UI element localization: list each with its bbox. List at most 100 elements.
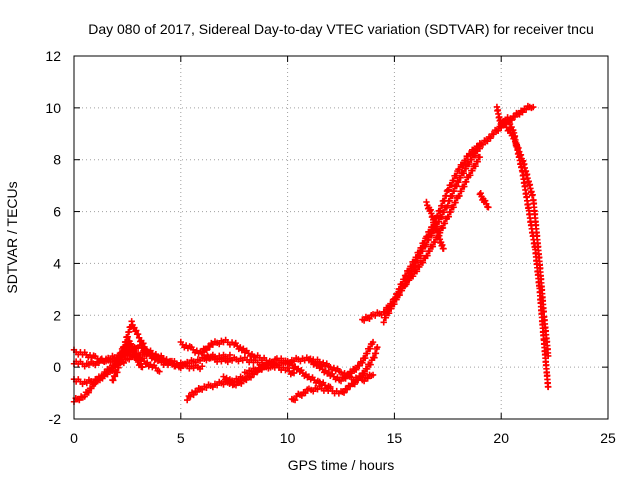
data-point xyxy=(396,291,403,299)
data-point xyxy=(235,376,242,384)
data-point xyxy=(423,198,430,206)
data-point xyxy=(364,350,371,357)
data-point xyxy=(440,245,447,252)
data-point xyxy=(403,281,410,288)
data-point xyxy=(428,232,435,239)
data-point xyxy=(110,377,117,384)
data-point xyxy=(391,300,398,308)
chart-title: Day 080 of 2017, Sidereal Day-to-day VTE… xyxy=(88,21,594,37)
data-point xyxy=(107,356,114,363)
data-point xyxy=(240,345,247,352)
data-point xyxy=(453,182,460,190)
data-point xyxy=(469,167,476,174)
y-tick-label: 2 xyxy=(53,307,61,323)
data-point xyxy=(93,376,101,384)
x-tick-label: 10 xyxy=(280,430,296,446)
data-point xyxy=(348,370,355,377)
data-point xyxy=(378,311,385,319)
x-axis-label: GPS time / hours xyxy=(288,457,395,473)
data-point xyxy=(544,383,552,391)
data-point xyxy=(462,157,469,164)
data-point xyxy=(209,341,217,348)
data-point xyxy=(198,386,206,393)
data-point xyxy=(463,178,470,186)
data-point xyxy=(458,188,465,195)
data-point xyxy=(461,183,468,190)
data-point xyxy=(269,363,276,370)
data-point xyxy=(187,393,194,400)
data-point xyxy=(232,382,240,389)
data-point xyxy=(361,370,368,377)
data-point xyxy=(405,277,413,284)
data-point xyxy=(431,238,439,246)
data-point xyxy=(134,331,142,338)
data-point xyxy=(444,202,451,209)
data-point xyxy=(484,137,491,145)
data-point xyxy=(460,169,468,177)
data-point xyxy=(424,252,431,259)
data-point xyxy=(198,363,206,370)
data-point xyxy=(465,160,473,168)
data-point xyxy=(88,385,95,392)
data-point xyxy=(382,314,390,321)
y-tick-label: 10 xyxy=(45,100,61,116)
data-point xyxy=(220,381,227,388)
data-point xyxy=(216,340,223,348)
data-point xyxy=(487,134,494,142)
data-point xyxy=(325,368,332,376)
data-point xyxy=(125,356,133,363)
data-point xyxy=(366,345,374,352)
data-point xyxy=(238,380,245,387)
data-point xyxy=(265,365,272,372)
data-point xyxy=(519,109,526,116)
data-point xyxy=(450,177,457,184)
data-point xyxy=(360,377,368,385)
data-point xyxy=(241,376,249,383)
data-point xyxy=(310,388,317,395)
data-point xyxy=(462,165,470,172)
x-tick-label: 15 xyxy=(387,430,403,446)
data-point xyxy=(198,349,206,356)
data-point xyxy=(472,162,479,170)
data-point xyxy=(139,363,146,371)
data-point xyxy=(522,106,530,113)
data-point xyxy=(452,199,459,206)
data-point xyxy=(231,378,238,386)
data-point xyxy=(511,134,518,142)
y-tick-label: 4 xyxy=(53,255,61,271)
data-point xyxy=(455,179,462,186)
data-point xyxy=(374,343,381,351)
series-arc-18 xyxy=(493,103,552,391)
data-point xyxy=(474,158,481,165)
data-point xyxy=(243,370,251,377)
data-point xyxy=(351,380,358,388)
data-point xyxy=(479,141,487,148)
data-point xyxy=(477,189,484,197)
data-point xyxy=(85,389,92,396)
data-point xyxy=(193,388,201,396)
data-point xyxy=(337,377,345,385)
y-tick-label: -2 xyxy=(49,411,62,427)
data-point xyxy=(128,318,135,325)
data-point xyxy=(450,204,457,211)
data-point xyxy=(83,379,91,387)
data-point xyxy=(81,393,88,400)
data-point xyxy=(481,197,489,204)
data-point xyxy=(156,368,163,375)
data-point xyxy=(196,357,204,364)
data-point xyxy=(286,360,293,367)
data-point xyxy=(140,340,147,347)
series-arc-15 xyxy=(401,153,484,288)
data-point xyxy=(419,259,427,266)
data-point xyxy=(476,145,484,152)
data-point xyxy=(354,377,361,384)
data-point xyxy=(460,161,467,169)
data-point xyxy=(247,374,255,381)
data-point xyxy=(108,367,116,374)
data-point xyxy=(258,365,266,373)
data-point xyxy=(511,113,519,121)
data-point xyxy=(213,381,221,389)
data-point xyxy=(456,192,463,200)
data-point xyxy=(184,396,191,404)
data-point xyxy=(419,247,426,255)
